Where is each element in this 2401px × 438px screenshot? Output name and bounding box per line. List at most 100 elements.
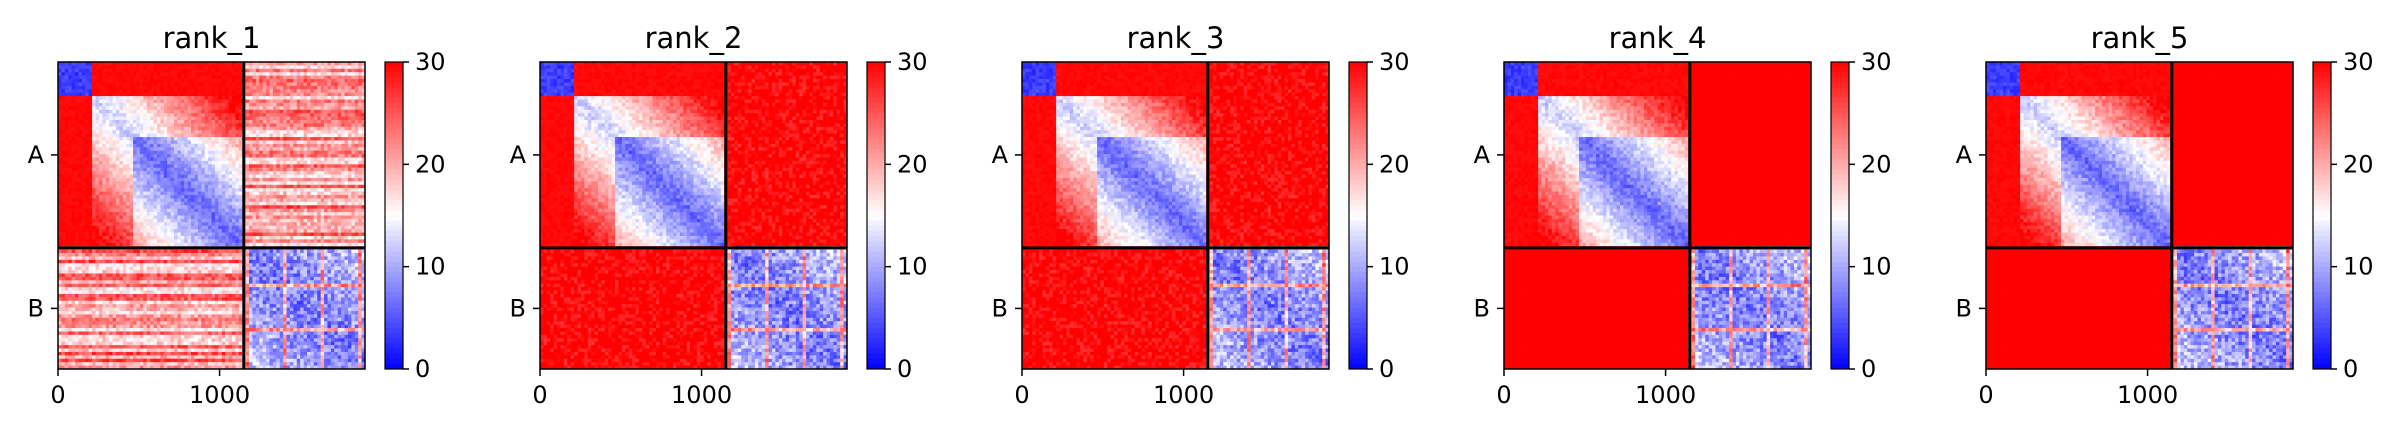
heatmap-cell (232, 137, 236, 141)
heatmap-cell (136, 89, 140, 93)
heatmap-cell (283, 239, 287, 243)
heatmap-cell (246, 120, 250, 124)
heatmap-cell (273, 164, 277, 168)
heatmap-cell (133, 158, 137, 162)
heatmap-cell (96, 86, 100, 90)
heatmap-cell (82, 154, 86, 158)
heatmap-cell (259, 185, 263, 189)
heatmap-cell (215, 158, 219, 162)
heatmap-cell (307, 192, 311, 196)
heatmap-cell (65, 123, 69, 127)
heatmap-cell (198, 69, 202, 73)
heatmap-cell (191, 202, 195, 206)
heatmap-cell (181, 106, 185, 110)
heatmap-cell (167, 154, 171, 158)
heatmap-cell (225, 181, 229, 185)
heatmap-cell (297, 164, 301, 168)
heatmap-cell (249, 205, 253, 209)
heatmap-cell (191, 239, 195, 243)
heatmap-cell (276, 158, 280, 162)
heatmap-cell (314, 205, 318, 209)
heatmap-cell (300, 65, 304, 69)
heatmap-cell (276, 233, 280, 237)
heatmap-cell (68, 236, 72, 240)
heatmap-cell (300, 113, 304, 117)
heatmap-cell (321, 69, 325, 73)
heatmap-cell (314, 161, 318, 165)
heatmap-cell (198, 202, 202, 206)
heatmap-cell (102, 93, 106, 97)
heatmap-cell (147, 209, 151, 213)
heatmap-cell (171, 140, 175, 144)
heatmap-cell (252, 117, 256, 121)
heatmap-cell (130, 140, 134, 144)
heatmap-cell (171, 134, 175, 138)
heatmap-cell (130, 168, 134, 172)
heatmap-cell (106, 168, 110, 172)
heatmap-cell (338, 212, 342, 216)
heatmap-cell (252, 82, 256, 86)
heatmap-cell (341, 209, 345, 213)
heatmap-cell (113, 188, 117, 192)
heatmap-cell (143, 79, 147, 83)
heatmap-cell (188, 65, 192, 69)
heatmap-cell (96, 117, 100, 121)
heatmap-cell (215, 140, 219, 144)
heatmap-cell (194, 86, 198, 90)
heatmap-cell (78, 181, 82, 185)
heatmap-cell (99, 216, 103, 220)
heatmap-cell (136, 137, 140, 141)
heatmap-cell (331, 65, 335, 69)
heatmap-cell (75, 185, 79, 189)
heatmap-cell (154, 216, 158, 220)
heatmap-cell (290, 147, 294, 151)
heatmap-cell (310, 127, 314, 131)
heatmap-cell (160, 82, 164, 86)
heatmap-cell (140, 198, 144, 202)
heatmap-cell (351, 236, 355, 240)
heatmap-cell (85, 236, 89, 240)
heatmap-cell (259, 209, 263, 213)
heatmap-cell (85, 110, 89, 114)
heatmap-cell (92, 239, 96, 243)
heatmap-cell (355, 113, 359, 117)
heatmap-cell (225, 226, 229, 230)
heatmap-cell (143, 113, 147, 117)
heatmap-cell (174, 250, 178, 254)
heatmap-cell (140, 239, 144, 243)
heatmap-cell (89, 209, 93, 213)
heatmap-cell (61, 120, 65, 124)
heatmap-cell (191, 164, 195, 168)
heatmap-cell (351, 86, 355, 90)
heatmap-cell (345, 236, 349, 240)
heatmap-cell (345, 243, 349, 247)
heatmap-cell (327, 195, 331, 199)
heatmap-cell (136, 144, 140, 148)
heatmap-cell (310, 202, 314, 206)
heatmap-cell (259, 147, 263, 151)
heatmap-cell (252, 137, 256, 141)
heatmap-cell (338, 100, 342, 104)
heatmap-cell (133, 123, 137, 127)
heatmap-cell (235, 171, 239, 175)
heatmap-cell (235, 205, 239, 209)
heatmap-cell (123, 202, 127, 206)
heatmap-cell (61, 202, 65, 206)
heatmap-cell (225, 164, 229, 168)
heatmap-cell (252, 140, 256, 144)
heatmap-cell (174, 171, 178, 175)
heatmap-cell (307, 123, 311, 127)
heatmap-cell (310, 140, 314, 144)
heatmap-cell (154, 239, 158, 243)
heatmap-cell (212, 89, 216, 93)
heatmap-cell (314, 212, 318, 216)
heatmap-cell (130, 239, 134, 243)
heatmap-cell (269, 100, 273, 104)
heatmap-cell (283, 123, 287, 127)
heatmap-cell (249, 154, 253, 158)
heatmap-cell (358, 212, 362, 216)
heatmap-cell (355, 205, 359, 209)
heatmap-cell (96, 175, 100, 179)
heatmap-cell (116, 154, 120, 158)
heatmap-cell (191, 123, 195, 127)
